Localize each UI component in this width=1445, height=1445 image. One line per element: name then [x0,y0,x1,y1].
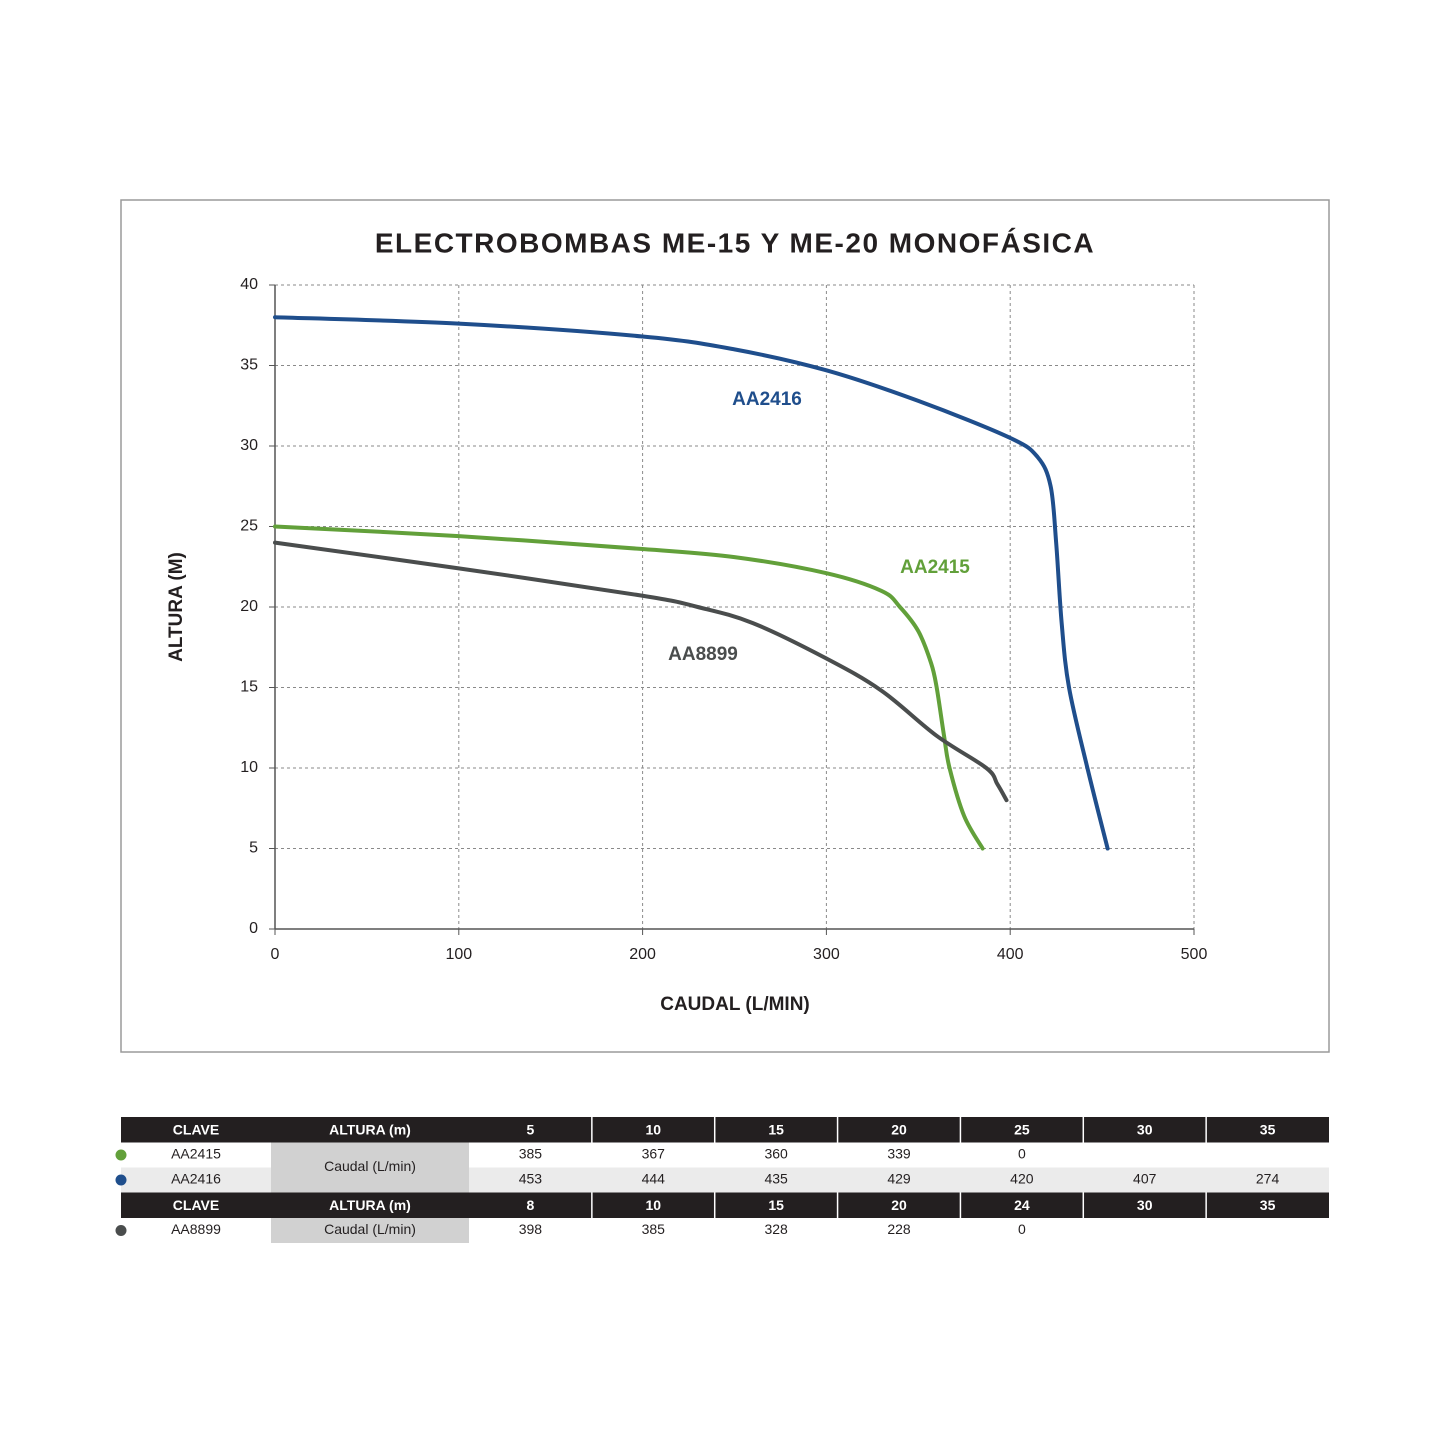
x-tick-label: 500 [1181,946,1208,963]
table-cell: 420 [1010,1171,1034,1187]
table-cell: 360 [764,1146,788,1162]
table-cell: 453 [519,1171,543,1187]
table-header-cell: CLAVE [173,1121,219,1137]
table-header-cell: 20 [891,1121,907,1137]
table-cell: 0 [1018,1146,1026,1162]
y-tick-label: 40 [240,276,258,293]
table-cell: 274 [1256,1171,1280,1187]
curve [273,524,985,851]
table-header-bg [121,1117,1329,1143]
table-header-bg [121,1192,1329,1218]
table-header-cell: 25 [1014,1121,1030,1137]
legend-dot [115,1149,127,1161]
caudal-bg [271,1142,469,1193]
table-cell: AA2415 [171,1146,221,1162]
table-header-cell: 10 [645,1121,661,1137]
table-cell: 407 [1133,1171,1157,1187]
x-axis-label: CAUDAL (L/MIN) [660,994,810,1015]
y-tick-label: 5 [249,840,258,857]
y-tick-label: 15 [240,679,258,696]
table-header-cell: 8 [527,1197,535,1213]
table-header-cell: 24 [1014,1197,1030,1213]
x-tick-label: 300 [813,946,840,963]
table-header-cell: 20 [891,1197,907,1213]
table-cell: 398 [519,1221,543,1237]
curve [273,540,1009,803]
table-cell: 444 [642,1171,666,1187]
y-tick-label: 30 [240,437,258,454]
table-header-cell: ALTURA (m) [329,1197,411,1213]
table-cell: 328 [764,1221,788,1237]
table-header-cell: 35 [1260,1197,1276,1213]
table-cell: 429 [887,1171,911,1187]
chart-frame [120,199,1330,1053]
table-header-cell: 35 [1260,1121,1276,1137]
series-label: AA2416 [732,389,802,410]
caudal-cell: Caudal (L/min) [324,1158,416,1174]
series-label: AA2415 [900,557,970,578]
table-cell: 435 [764,1171,788,1187]
table-cell: AA8899 [171,1221,221,1237]
y-tick-label: 20 [240,598,258,615]
legend-dot [115,1225,127,1236]
table-header-cell: 30 [1137,1121,1153,1137]
table-cell: 385 [642,1221,666,1237]
table-cell: 367 [642,1146,666,1162]
table-cell: 228 [887,1221,911,1237]
table-header-cell: 15 [768,1197,784,1213]
x-tick-label: 200 [629,946,656,963]
table-header-cell: ALTURA (m) [329,1121,411,1137]
table-header-cell: CLAVE [173,1197,219,1213]
y-tick-label: 25 [240,518,258,535]
x-tick-label: 100 [445,946,472,963]
table-header-cell: 30 [1137,1197,1153,1213]
table-cell: AA2416 [171,1171,221,1187]
series-label: AA8899 [668,644,738,665]
table-header-cell: 5 [527,1121,535,1137]
caudal-cell: Caudal (L/min) [324,1221,416,1237]
y-tick-label: 35 [240,357,258,374]
table-cell: 339 [887,1146,911,1162]
table-header-cell: 10 [645,1197,661,1213]
curve [273,315,1110,851]
x-tick-label: 400 [997,946,1024,963]
legend-dot [115,1174,127,1186]
y-tick-label: 10 [240,759,258,776]
caudal-bg [271,1218,469,1243]
table-cell: 385 [519,1146,543,1162]
y-axis-label: ALTURA (M) [166,552,187,662]
y-tick-label: 0 [249,920,258,937]
table-header-cell: 15 [768,1121,784,1137]
x-tick-label: 0 [271,946,280,963]
table-cell: 0 [1018,1221,1026,1237]
chart-title: ELECTROBOMBAS ME-15 Y ME-20 MONOFÁSICA [375,227,1095,258]
